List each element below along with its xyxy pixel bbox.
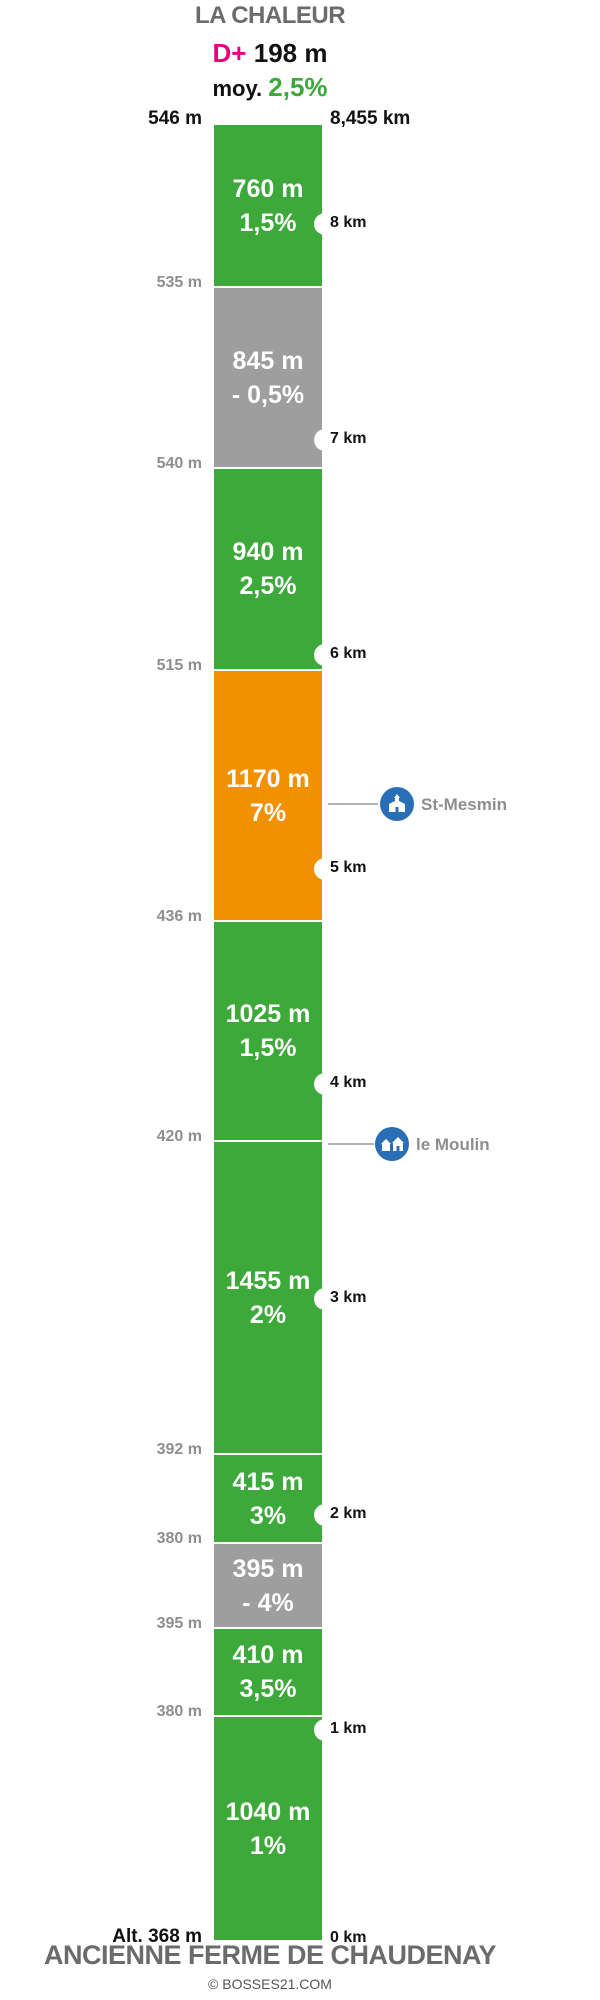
segment-9: 410 m 3,5% xyxy=(214,1629,322,1717)
copyright: © BOSSES21.COM xyxy=(208,1976,332,1992)
altitude-label: 540 m xyxy=(156,455,202,472)
segment-2: 845 m - 0,5% xyxy=(214,288,322,469)
moy-value: 2,5% xyxy=(268,72,328,102)
km-marker: 3 km xyxy=(330,1289,367,1306)
altitude-label: 392 m xyxy=(156,1441,202,1458)
km-notch xyxy=(314,1288,330,1310)
altitude-label: 515 m xyxy=(156,657,202,674)
segment-grade: - 4% xyxy=(242,1588,294,1617)
km-marker: 8 km xyxy=(330,214,367,231)
km-marker: 1 km xyxy=(330,1720,367,1737)
segment-grade: - 0,5% xyxy=(231,380,305,409)
segment-3: 940 m 2,5% xyxy=(214,469,322,671)
poi-label: St-Mesmin xyxy=(421,795,507,814)
segment-length: 1040 m xyxy=(225,1797,311,1826)
segment-1: 760 m 1,5% xyxy=(214,125,322,288)
segment-length: 410 m xyxy=(232,1641,304,1669)
km-marker: 0 km xyxy=(330,1929,367,1946)
dplus-value: 198 m xyxy=(253,38,328,68)
average-grade: moy. 2,5% xyxy=(0,72,540,103)
km-marker: 4 km xyxy=(330,1074,367,1091)
km-marker: 6 km xyxy=(330,645,367,662)
summit-altitude: 546 m xyxy=(148,108,202,129)
segment-length: 1025 m xyxy=(225,1000,311,1028)
moy-label: moy. xyxy=(212,76,263,101)
altitude-label: 380 m xyxy=(156,1703,202,1720)
segment-grade: 3% xyxy=(249,1501,287,1530)
poi-label: le Moulin xyxy=(416,1135,490,1154)
start-location: ANCIENNE FERME DE CHAUDENAY xyxy=(43,1940,497,1970)
houses-icon[interactable] xyxy=(375,1127,409,1161)
altitude-label: 436 m xyxy=(156,908,202,925)
altitude-label: 395 m xyxy=(156,1615,202,1632)
segment-grade: 2% xyxy=(249,1300,287,1329)
total-distance: 8,455 km xyxy=(330,108,411,129)
segment-length: 760 m xyxy=(232,174,304,203)
segment-grade: 1,5% xyxy=(239,1034,297,1062)
elevation-gain: D+ 198 m xyxy=(0,38,540,69)
km-notch xyxy=(314,429,330,451)
segment-grade: 1,5% xyxy=(239,208,297,237)
segment-length: 415 m xyxy=(232,1467,304,1496)
church-icon[interactable] xyxy=(380,787,414,821)
segment-length: 1455 m xyxy=(225,1266,311,1295)
altitude-label: 380 m xyxy=(156,1530,202,1547)
km-notch xyxy=(314,1719,330,1741)
km-marker: 2 km xyxy=(330,1505,367,1522)
altitude-label: 420 m xyxy=(156,1128,202,1145)
km-notch xyxy=(314,213,330,235)
segment-grade: 1% xyxy=(249,1831,287,1860)
altitude-label: 535 m xyxy=(156,274,202,291)
km-notch xyxy=(314,1504,330,1526)
km-notch xyxy=(314,644,330,666)
segment-length: 395 m xyxy=(232,1554,304,1583)
segment-8: 395 m - 4% xyxy=(214,1544,322,1629)
segment-4: 1170 m 7% xyxy=(214,671,322,922)
poi-connector xyxy=(328,1143,374,1145)
segment-grade: 3,5% xyxy=(239,1675,297,1703)
km-marker: 7 km xyxy=(330,430,367,447)
segment-5: 1025 m 1,5% xyxy=(214,922,322,1142)
segment-10: 1040 m 1% xyxy=(214,1717,322,1940)
segment-6: 1455 m 2% xyxy=(214,1142,322,1455)
climb-title: LA CHALEUR xyxy=(194,2,346,29)
poi-connector xyxy=(328,803,378,805)
segment-length: 1170 m xyxy=(226,764,310,793)
segment-length: 845 m xyxy=(232,346,304,375)
segment-grade: 2,5% xyxy=(239,572,297,600)
segment-7: 415 m 3% xyxy=(214,1455,322,1544)
segment-grade: 7% xyxy=(249,798,287,827)
dplus-label: D+ xyxy=(212,38,247,68)
segment-length: 940 m xyxy=(232,538,304,566)
km-marker: 5 km xyxy=(330,859,367,876)
km-notch xyxy=(314,858,330,880)
km-notch xyxy=(314,1073,330,1095)
start-altitude: Alt. 368 m xyxy=(112,1926,202,1947)
